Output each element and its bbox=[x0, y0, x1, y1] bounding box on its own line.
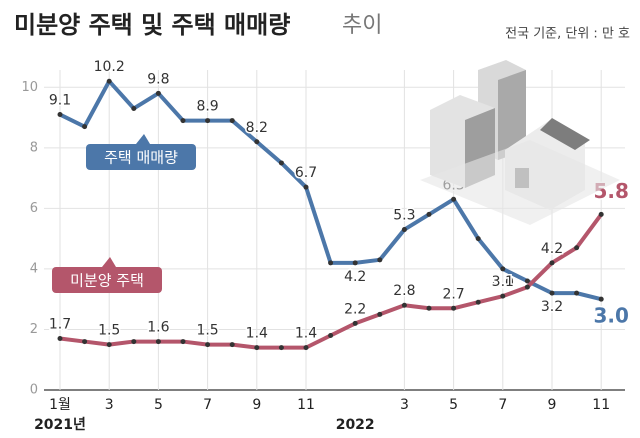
data-label: 2.2 bbox=[344, 301, 366, 317]
data-label: 2.8 bbox=[393, 283, 415, 299]
point bbox=[426, 211, 432, 217]
point bbox=[180, 339, 186, 345]
point bbox=[401, 227, 407, 233]
x-tick-label: 5 bbox=[154, 397, 163, 413]
point bbox=[106, 78, 112, 84]
x-tick-label: 3 bbox=[105, 397, 114, 413]
x-tick-label: 7 bbox=[203, 397, 212, 413]
data-label: 8.2 bbox=[246, 120, 268, 136]
point bbox=[131, 105, 137, 111]
point bbox=[180, 118, 186, 124]
x-tick-label: 3 bbox=[400, 397, 409, 413]
point bbox=[229, 118, 235, 124]
point bbox=[549, 290, 555, 296]
data-label: 3.1 bbox=[492, 274, 514, 290]
data-label: 2.7 bbox=[442, 286, 464, 302]
legend-label: 미분양 주택 bbox=[70, 272, 144, 290]
point bbox=[549, 260, 555, 266]
y-tick-label: 0 bbox=[30, 383, 38, 398]
point bbox=[377, 311, 383, 317]
point bbox=[475, 299, 481, 305]
data-label: 4.2 bbox=[344, 269, 366, 285]
data-label: 1.5 bbox=[98, 323, 120, 339]
x-tick-label: 11 bbox=[297, 397, 315, 413]
point bbox=[500, 293, 506, 299]
x-tick-label: 1월 bbox=[49, 397, 71, 413]
point bbox=[377, 257, 383, 263]
buildings-illustration bbox=[420, 60, 620, 225]
data-label: 9.8 bbox=[147, 71, 169, 87]
point bbox=[574, 290, 580, 296]
point bbox=[303, 345, 309, 351]
y-tick-label: 6 bbox=[30, 201, 38, 216]
data-label: 4.2 bbox=[541, 241, 563, 257]
legend-box bbox=[52, 267, 162, 293]
data-label: 1.6 bbox=[147, 320, 169, 336]
year-label: 2022 bbox=[336, 417, 375, 433]
year-label: 2021년 bbox=[34, 417, 86, 433]
point bbox=[574, 245, 580, 251]
chart-title-suffix: 추이 bbox=[342, 13, 382, 38]
x-tick-label: 11 bbox=[592, 397, 610, 413]
x-tick-label: 7 bbox=[498, 397, 507, 413]
point bbox=[475, 236, 481, 242]
point bbox=[426, 305, 432, 311]
data-label: 3.0 bbox=[593, 304, 628, 328]
y-tick-label: 2 bbox=[30, 322, 38, 337]
legend-pointer bbox=[136, 134, 150, 144]
point bbox=[131, 339, 137, 345]
data-label: 1.4 bbox=[246, 326, 268, 342]
legend-box bbox=[86, 144, 196, 170]
point bbox=[524, 278, 530, 284]
point bbox=[598, 211, 604, 217]
point bbox=[254, 345, 260, 351]
y-tick-label: 4 bbox=[30, 261, 38, 276]
legend-pointer bbox=[102, 257, 116, 267]
data-label: 6.7 bbox=[295, 165, 317, 181]
point bbox=[82, 339, 88, 345]
point bbox=[524, 284, 530, 290]
x-tick-label: 9 bbox=[252, 397, 261, 413]
point bbox=[106, 342, 112, 348]
point bbox=[352, 320, 358, 326]
data-label: 8.9 bbox=[196, 99, 218, 115]
point bbox=[328, 333, 334, 339]
point bbox=[57, 112, 63, 118]
point bbox=[328, 260, 334, 266]
point bbox=[205, 342, 211, 348]
point bbox=[278, 345, 284, 351]
point bbox=[303, 184, 309, 190]
point bbox=[352, 260, 358, 266]
data-label: 1.7 bbox=[49, 317, 71, 333]
data-label: 10.2 bbox=[94, 59, 125, 75]
point bbox=[278, 160, 284, 166]
point bbox=[229, 342, 235, 348]
x-tick-label: 5 bbox=[449, 397, 458, 413]
point bbox=[598, 296, 604, 302]
point bbox=[401, 302, 407, 308]
data-label: 4.0 bbox=[492, 275, 514, 291]
chart-title: 미분양 주택 및 주택 매매량 bbox=[14, 11, 290, 39]
point bbox=[451, 305, 457, 311]
data-label: 3.2 bbox=[541, 299, 563, 315]
y-tick-label: 8 bbox=[30, 140, 38, 155]
point bbox=[451, 196, 457, 202]
point bbox=[57, 336, 63, 342]
data-label: 1.5 bbox=[196, 323, 218, 339]
point bbox=[155, 339, 161, 345]
data-label: 9.1 bbox=[49, 93, 71, 109]
point bbox=[254, 139, 260, 145]
point bbox=[500, 266, 506, 272]
point bbox=[82, 124, 88, 130]
unit-note: 전국 기준, 단위 : 만 호 bbox=[505, 27, 630, 42]
point bbox=[155, 90, 161, 96]
legend-label: 주택 매매량 bbox=[104, 149, 178, 167]
y-tick-label: 10 bbox=[21, 80, 38, 95]
x-tick-label: 9 bbox=[548, 397, 557, 413]
data-label: 5.3 bbox=[393, 208, 415, 224]
data-label: 1.4 bbox=[295, 326, 317, 342]
point bbox=[205, 118, 211, 124]
